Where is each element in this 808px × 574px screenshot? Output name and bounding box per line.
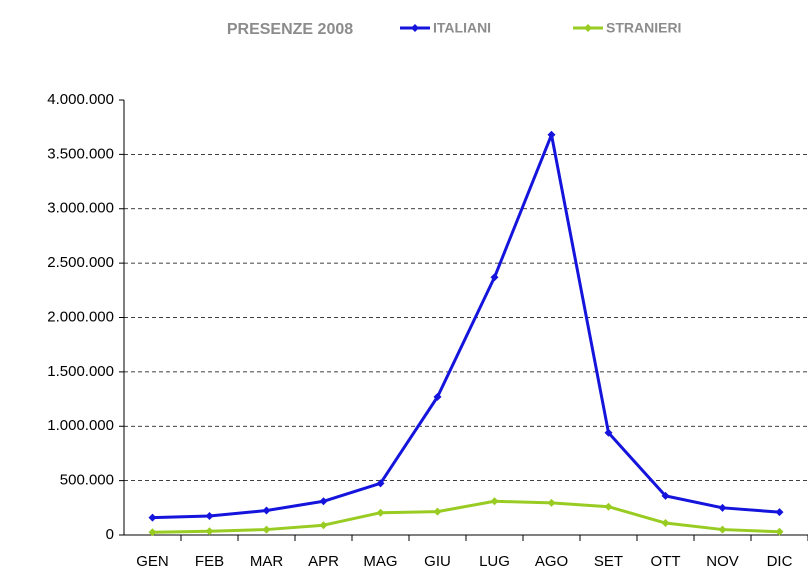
- x-tick-label: NOV: [706, 553, 739, 570]
- data-point: [205, 527, 214, 536]
- data-point: [547, 498, 556, 507]
- y-tick-label: 3.500.000: [47, 145, 114, 162]
- series-line: [152, 499, 780, 534]
- y-tick-label: 1.500.000: [47, 363, 114, 380]
- data-point: [490, 497, 499, 506]
- data-point: [490, 273, 499, 282]
- x-tick-label: MAG: [363, 553, 397, 570]
- data-point: [148, 513, 157, 522]
- legend-marker: [584, 24, 592, 32]
- x-tick-label: GEN: [136, 553, 169, 570]
- series-line: [152, 133, 780, 520]
- legend-marker: [411, 24, 419, 32]
- x-tick-label: AGO: [535, 553, 568, 570]
- data-point: [433, 392, 442, 401]
- legend-label: ITALIANI: [433, 20, 491, 36]
- x-tick-label: MAR: [250, 553, 284, 570]
- x-tick-label: FEB: [195, 553, 224, 570]
- data-point: [319, 497, 328, 506]
- x-tick-label: LUG: [479, 553, 510, 570]
- data-point: [547, 130, 556, 139]
- y-tick-label: 2.500.000: [47, 254, 114, 271]
- y-tick-label: 500.000: [60, 472, 114, 489]
- data-point: [205, 511, 214, 520]
- x-tick-label: SET: [594, 553, 623, 570]
- x-tick-label: APR: [308, 553, 339, 570]
- y-tick-label: 1.000.000: [47, 417, 114, 434]
- data-point: [775, 527, 784, 536]
- x-tick-label: GIU: [424, 553, 451, 570]
- data-point: [661, 519, 670, 528]
- data-point: [262, 525, 271, 534]
- y-tick-label: 4.000.000: [47, 91, 114, 108]
- data-point: [376, 508, 385, 517]
- chart-title: PRESENZE 2008: [227, 21, 353, 38]
- data-point: [262, 506, 271, 515]
- y-tick-label: 0: [106, 526, 114, 543]
- data-point: [319, 521, 328, 530]
- data-point: [604, 428, 613, 437]
- data-point: [718, 525, 727, 534]
- x-tick-label: OTT: [651, 553, 681, 570]
- data-point: [148, 528, 157, 537]
- data-point: [775, 508, 784, 517]
- y-tick-label: 3.000.000: [47, 200, 114, 217]
- legend-label: STRANIERI: [606, 20, 681, 36]
- x-tick-label: DIC: [767, 553, 793, 570]
- data-point: [433, 507, 442, 516]
- data-point: [718, 503, 727, 512]
- y-tick-label: 2.000.000: [47, 308, 114, 325]
- data-point: [376, 479, 385, 488]
- data-point: [661, 491, 670, 500]
- data-point: [604, 502, 613, 511]
